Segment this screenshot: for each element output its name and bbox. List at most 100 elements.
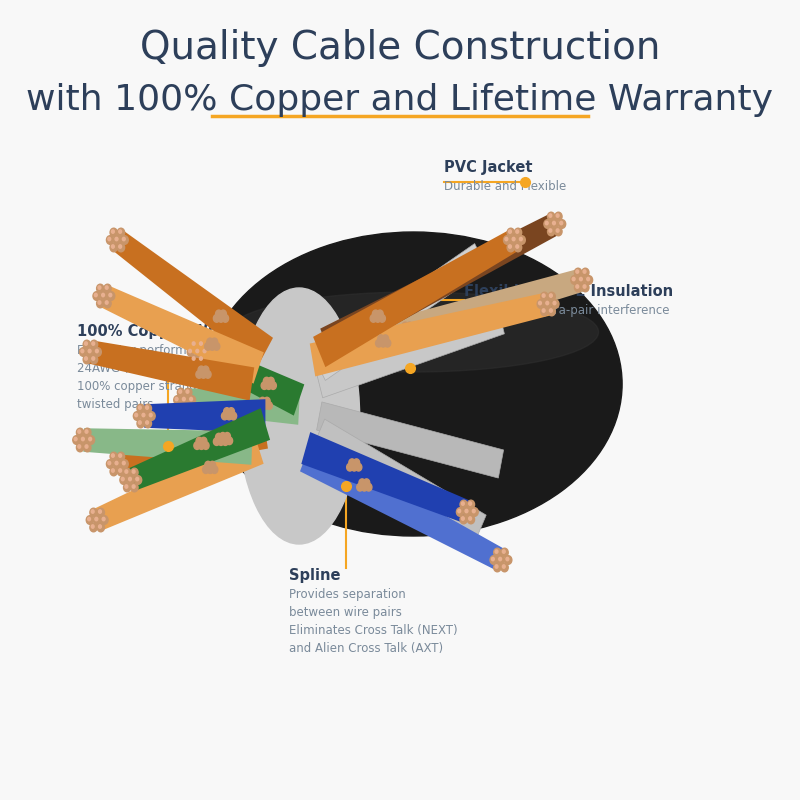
Circle shape	[207, 338, 214, 346]
Circle shape	[131, 468, 138, 477]
Circle shape	[205, 370, 211, 378]
Circle shape	[209, 462, 216, 469]
Circle shape	[346, 463, 353, 471]
Circle shape	[391, 304, 398, 312]
Circle shape	[85, 430, 88, 434]
Circle shape	[224, 408, 230, 415]
Ellipse shape	[205, 232, 622, 536]
Circle shape	[90, 355, 98, 364]
Circle shape	[84, 428, 91, 437]
Text: Spline: Spline	[289, 568, 341, 583]
Circle shape	[174, 396, 181, 404]
Circle shape	[464, 508, 471, 516]
Circle shape	[81, 350, 84, 353]
Circle shape	[192, 357, 195, 360]
PathPatch shape	[144, 399, 266, 433]
Circle shape	[583, 270, 586, 274]
Circle shape	[548, 307, 555, 316]
Circle shape	[186, 405, 189, 408]
Circle shape	[387, 304, 394, 312]
Circle shape	[218, 437, 224, 445]
PathPatch shape	[300, 441, 505, 570]
Circle shape	[111, 469, 114, 472]
Circle shape	[110, 228, 118, 237]
Circle shape	[218, 438, 224, 446]
Circle shape	[205, 462, 211, 469]
Circle shape	[182, 398, 186, 401]
Circle shape	[220, 310, 226, 318]
Circle shape	[222, 437, 228, 445]
Circle shape	[494, 548, 501, 557]
Circle shape	[73, 436, 80, 444]
Circle shape	[509, 245, 511, 248]
Circle shape	[136, 478, 138, 481]
Circle shape	[396, 304, 402, 312]
Circle shape	[186, 390, 189, 394]
PathPatch shape	[302, 432, 470, 523]
Circle shape	[150, 414, 152, 417]
Circle shape	[97, 523, 105, 532]
Circle shape	[547, 227, 554, 236]
Circle shape	[106, 286, 108, 290]
Circle shape	[556, 214, 559, 218]
Text: Provides separation
between wire pairs
Eliminates Cross Talk (NEXT)
and Alien Cr: Provides separation between wire pairs E…	[289, 588, 458, 655]
Circle shape	[465, 510, 468, 513]
PathPatch shape	[317, 402, 503, 478]
Circle shape	[198, 442, 205, 450]
Circle shape	[505, 238, 508, 241]
Circle shape	[257, 402, 263, 410]
Circle shape	[372, 310, 379, 318]
Circle shape	[519, 238, 522, 241]
Circle shape	[380, 339, 386, 347]
Circle shape	[198, 366, 205, 374]
Circle shape	[460, 515, 467, 524]
Circle shape	[89, 438, 91, 441]
PathPatch shape	[194, 341, 304, 415]
Circle shape	[137, 419, 144, 428]
Circle shape	[215, 310, 222, 318]
Circle shape	[84, 443, 91, 452]
Circle shape	[86, 516, 94, 524]
Circle shape	[572, 278, 575, 281]
Circle shape	[545, 300, 552, 308]
PathPatch shape	[314, 419, 486, 541]
Text: 100% Copper Wire: 100% Copper Wire	[77, 324, 230, 339]
Circle shape	[501, 548, 508, 557]
Circle shape	[226, 412, 232, 420]
Circle shape	[370, 314, 377, 322]
Circle shape	[266, 382, 272, 390]
Circle shape	[537, 300, 545, 308]
Circle shape	[202, 348, 209, 356]
Circle shape	[554, 227, 562, 236]
Circle shape	[222, 438, 229, 446]
Circle shape	[90, 508, 97, 517]
Circle shape	[546, 302, 549, 305]
Circle shape	[209, 342, 215, 350]
Circle shape	[261, 382, 268, 390]
Circle shape	[178, 388, 185, 397]
Circle shape	[92, 342, 94, 346]
Circle shape	[541, 292, 548, 301]
Circle shape	[111, 245, 114, 248]
Circle shape	[94, 516, 101, 524]
Circle shape	[355, 463, 362, 471]
Circle shape	[178, 405, 182, 408]
Circle shape	[146, 406, 149, 410]
Circle shape	[104, 284, 111, 293]
Circle shape	[118, 469, 122, 472]
Circle shape	[102, 518, 105, 521]
Circle shape	[74, 438, 77, 441]
Circle shape	[222, 314, 229, 322]
PathPatch shape	[115, 415, 268, 475]
Circle shape	[514, 243, 522, 252]
Circle shape	[108, 238, 110, 241]
Circle shape	[456, 508, 464, 516]
PathPatch shape	[313, 243, 487, 381]
Circle shape	[361, 483, 367, 491]
Circle shape	[101, 516, 108, 524]
Circle shape	[467, 500, 474, 509]
Circle shape	[230, 412, 237, 420]
Circle shape	[131, 483, 138, 492]
Circle shape	[582, 268, 589, 277]
Circle shape	[115, 462, 118, 465]
